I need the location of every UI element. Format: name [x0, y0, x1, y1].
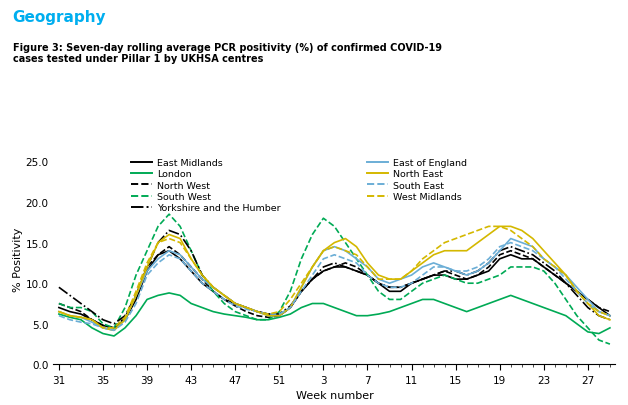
- Text: Geography: Geography: [13, 10, 106, 25]
- Legend: East of England, North East, South East, West Midlands: East of England, North East, South East,…: [367, 159, 467, 202]
- X-axis label: Week number: Week number: [296, 390, 373, 401]
- Y-axis label: % Positivity: % Positivity: [13, 227, 23, 291]
- Text: Figure 3: Seven-day rolling average PCR positivity (%) of confirmed COVID-19
cas: Figure 3: Seven-day rolling average PCR …: [13, 43, 441, 64]
